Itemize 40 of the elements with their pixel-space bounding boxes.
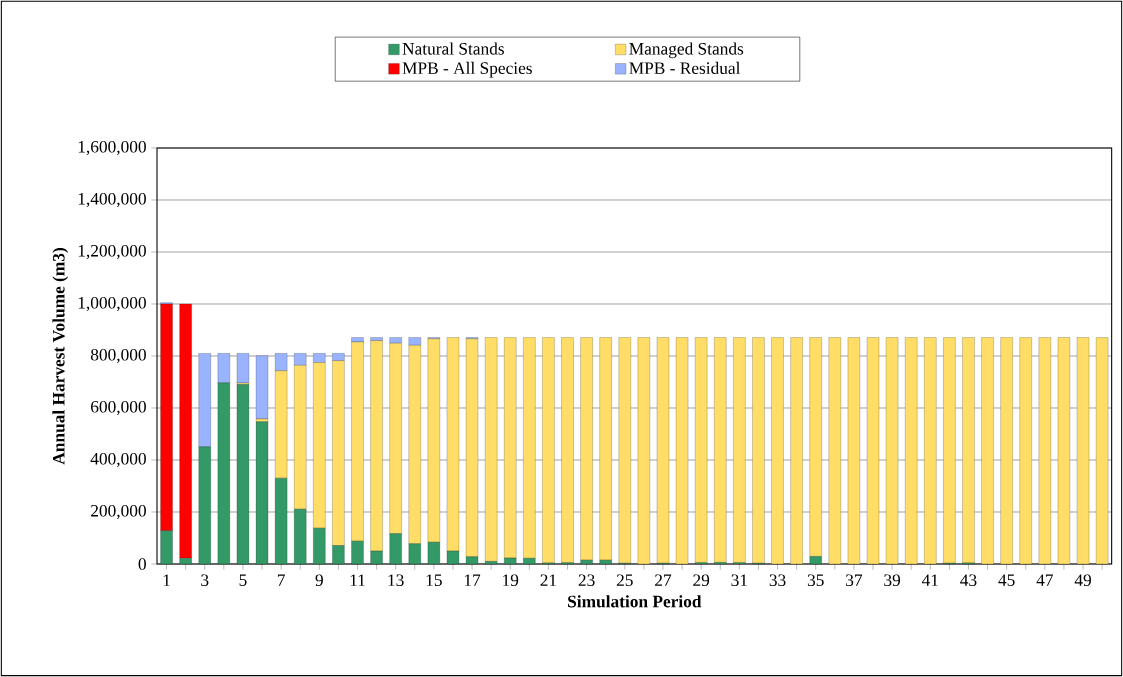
legend-label: MPB - Residual: [629, 61, 741, 74]
x-tick-label: 25: [616, 574, 633, 587]
y-tick-label: 200,000: [91, 504, 146, 520]
x-tick-label: 35: [807, 574, 824, 587]
x-tick-label: 49: [1074, 574, 1091, 587]
y-tick-label: 1,600,000: [78, 140, 146, 156]
x-tick-label: 15: [426, 574, 442, 586]
x-tick-label: 43: [960, 574, 977, 587]
x-tick-label: 27: [655, 574, 672, 586]
x-axis-title: Simulation Period: [568, 595, 702, 608]
y-tick-label: 400,000: [90, 452, 146, 468]
x-tick-label: 37: [846, 574, 863, 587]
legend-label: MPB - All Species: [402, 61, 532, 78]
x-tick-label: 5: [239, 574, 247, 586]
legend-label: Managed Stands: [629, 42, 744, 59]
y-tick-label: 800,000: [90, 348, 146, 364]
x-tick-label: 41: [921, 574, 938, 586]
x-tick-label: 23: [578, 574, 595, 587]
y-tick-label: 0: [138, 558, 146, 570]
x-tick-label: 13: [388, 574, 404, 587]
legend-label: Natural Stands: [402, 42, 504, 55]
y-axis-title: Annual Harvest Volume (m3): [52, 248, 69, 465]
x-tick-label: 9: [315, 574, 323, 587]
x-tick-label: 1: [163, 574, 170, 586]
x-tick-label: 33: [769, 574, 786, 587]
y-tick-label: 600,000: [91, 400, 146, 416]
y-tick-label: 1,200,000: [78, 244, 146, 260]
x-tick-label: 31: [731, 574, 747, 587]
x-tick-label: 39: [884, 574, 901, 587]
x-tick-label: 47: [1036, 574, 1054, 586]
x-tick-label: 19: [503, 574, 519, 587]
y-tick-label: 1,000,000: [78, 296, 146, 312]
y-tick-label: 1,400,000: [78, 192, 146, 208]
x-tick-label: 7: [277, 574, 285, 586]
x-tick-label: 17: [464, 574, 481, 586]
x-tick-label: 29: [693, 574, 710, 587]
x-tick-label: 21: [540, 574, 557, 586]
x-tick-label: 45: [998, 574, 1015, 586]
x-tick-label: 3: [201, 574, 209, 587]
x-tick-label: 11: [350, 574, 365, 586]
